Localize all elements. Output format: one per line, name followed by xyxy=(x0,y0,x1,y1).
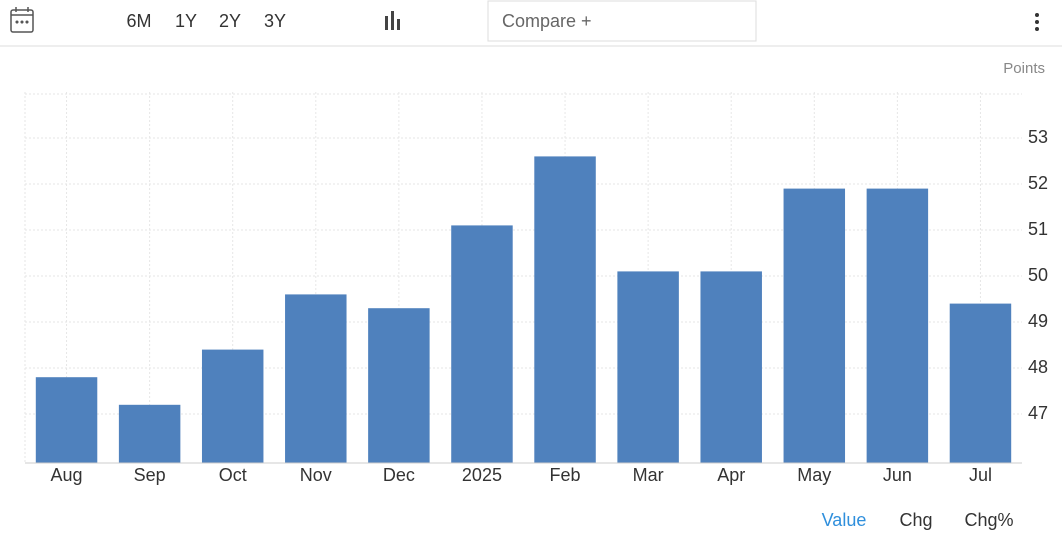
range-button[interactable]: 2Y xyxy=(219,11,241,31)
view-tab[interactable]: Chg% xyxy=(964,510,1013,530)
x-tick-label: Sep xyxy=(134,465,166,485)
bar xyxy=(949,303,1012,463)
bar xyxy=(285,294,347,463)
x-tick-label: Jul xyxy=(969,465,992,485)
bar xyxy=(866,188,929,463)
bar xyxy=(118,404,181,463)
bar xyxy=(783,188,846,463)
y-tick-label: 50 xyxy=(1028,265,1048,285)
y-tick-label: 52 xyxy=(1028,173,1048,193)
x-tick-label: 2025 xyxy=(462,465,502,485)
calendar-icon[interactable] xyxy=(10,7,34,33)
y-tick-label: 48 xyxy=(1028,357,1048,377)
menu-icon[interactable] xyxy=(1035,13,1039,31)
x-tick-label: Jun xyxy=(883,465,912,485)
bar xyxy=(617,271,679,463)
bar xyxy=(451,225,513,463)
x-tick-label: May xyxy=(797,465,831,485)
bar xyxy=(35,377,98,463)
view-tab[interactable]: Value xyxy=(822,510,867,530)
range-button[interactable]: 3Y xyxy=(264,11,286,31)
y-tick-label: 53 xyxy=(1028,127,1048,147)
x-tick-label: Apr xyxy=(717,465,745,485)
x-tick-label: Dec xyxy=(383,465,415,485)
compare-label[interactable]: Compare + xyxy=(502,11,592,31)
x-tick-label: Oct xyxy=(219,465,247,485)
x-tick-label: Mar xyxy=(633,465,664,485)
bar xyxy=(368,308,430,463)
compare-box[interactable] xyxy=(487,0,757,42)
y-tick-label: 49 xyxy=(1028,311,1048,331)
x-tick-label: Aug xyxy=(51,465,83,485)
bar xyxy=(201,349,264,463)
bar xyxy=(534,156,596,463)
y-tick-label: 47 xyxy=(1028,403,1048,423)
range-button[interactable]: 6M xyxy=(126,11,151,31)
x-tick-label: Feb xyxy=(550,465,581,485)
bar xyxy=(700,271,762,463)
view-tab[interactable]: Chg xyxy=(899,510,932,530)
x-tick-label: Nov xyxy=(300,465,332,485)
range-button[interactable]: 1Y xyxy=(175,11,197,31)
chart-type-icon[interactable] xyxy=(385,11,400,30)
y-tick-label: 51 xyxy=(1028,219,1048,239)
y-axis-label: Points xyxy=(1003,60,1045,77)
